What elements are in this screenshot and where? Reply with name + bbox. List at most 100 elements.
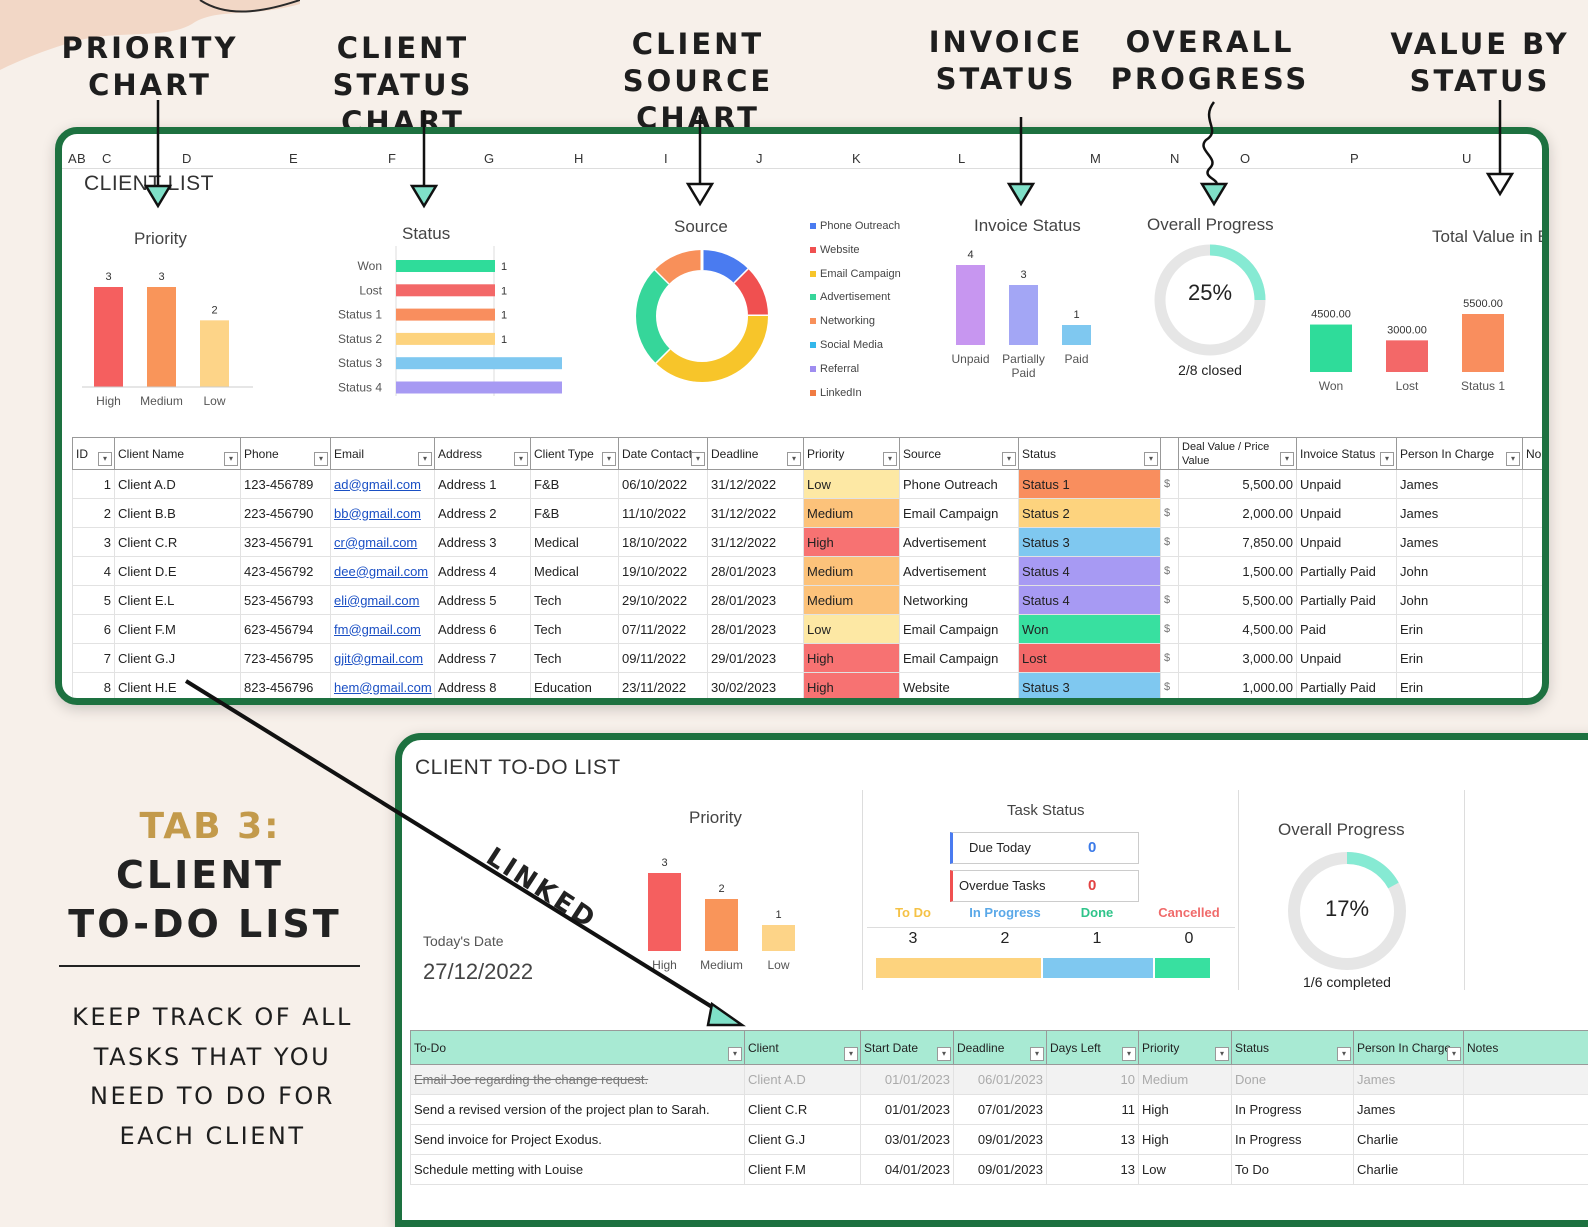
email-link[interactable]: bb@gmail.com	[334, 506, 421, 521]
todo-cell-status[interactable]: Done	[1232, 1065, 1354, 1095]
cell-priority[interactable]: High	[804, 644, 900, 673]
cell-source[interactable]: Email Campaign	[900, 644, 1019, 673]
cell-type[interactable]: F&B	[531, 499, 619, 528]
cell-contact[interactable]: 09/11/2022	[619, 644, 708, 673]
column-header[interactable]	[1161, 438, 1179, 470]
filter-dropdown-icon[interactable]: ▾	[1215, 1047, 1229, 1061]
todo-row[interactable]: Email Joe regarding the change request.C…	[411, 1065, 1588, 1095]
todo-column-header[interactable]: Start Date▾	[861, 1031, 954, 1065]
cell-contact[interactable]: 29/10/2022	[619, 586, 708, 615]
cell-name[interactable]: Client G.J	[115, 644, 241, 673]
todo-cell-deadline[interactable]: 07/01/2023	[954, 1095, 1047, 1125]
todo-column-header[interactable]: Priority▾	[1139, 1031, 1232, 1065]
cell-address[interactable]: Address 4	[435, 557, 531, 586]
cell-name[interactable]: Client B.B	[115, 499, 241, 528]
cell-value[interactable]: 5,500.00	[1179, 586, 1297, 615]
cell-invoice[interactable]: Unpaid	[1297, 499, 1397, 528]
cell-invoice[interactable]: Partially Paid	[1297, 557, 1397, 586]
cell-source[interactable]: Advertisement	[900, 528, 1019, 557]
todo-column-header[interactable]: Status▾	[1232, 1031, 1354, 1065]
cell-invoice[interactable]: Partially Paid	[1297, 673, 1397, 702]
cell-status[interactable]: Status 3	[1019, 673, 1161, 702]
todo-row[interactable]: Send a revised version of the project pl…	[411, 1095, 1588, 1125]
cell-invoice[interactable]: Unpaid	[1297, 528, 1397, 557]
filter-dropdown-icon[interactable]: ▾	[314, 452, 328, 466]
cell-cur[interactable]: $	[1161, 470, 1179, 499]
cell-email[interactable]: gjit@gmail.com	[331, 644, 435, 673]
todo-cell-days[interactable]: 13	[1047, 1125, 1139, 1155]
cell-priority[interactable]: High	[804, 673, 900, 702]
cell-value[interactable]: 3,000.00	[1179, 644, 1297, 673]
column-header[interactable]: Address▾	[435, 438, 531, 470]
email-link[interactable]: ad@gmail.com	[334, 477, 421, 492]
cell-status[interactable]: Status 1	[1019, 470, 1161, 499]
todo-cell-person[interactable]: James	[1354, 1095, 1464, 1125]
column-header[interactable]: Priority▾	[804, 438, 900, 470]
cell-deadline[interactable]: 28/01/2023	[708, 615, 804, 644]
cell-cur[interactable]: $	[1161, 499, 1179, 528]
cell-priority[interactable]: Low	[804, 615, 900, 644]
cell-phone[interactable]: 323-456791	[241, 528, 331, 557]
todo-cell-priority[interactable]: Medium	[1139, 1065, 1232, 1095]
cell-type[interactable]: F&B	[531, 470, 619, 499]
filter-dropdown-icon[interactable]: ▾	[1447, 1047, 1461, 1061]
filter-dropdown-icon[interactable]: ▾	[514, 452, 528, 466]
cell-source[interactable]: Phone Outreach	[900, 470, 1019, 499]
cell-address[interactable]: Address 3	[435, 528, 531, 557]
email-link[interactable]: fm@gmail.com	[334, 622, 421, 637]
todo-column-header[interactable]: Client▾	[745, 1031, 861, 1065]
cell-source[interactable]: Networking	[900, 586, 1019, 615]
cell-status[interactable]: Lost	[1019, 644, 1161, 673]
cell-notes[interactable]	[1523, 470, 1550, 499]
cell-value[interactable]: 5,500.00	[1179, 470, 1297, 499]
filter-dropdown-icon[interactable]: ▾	[883, 452, 897, 466]
column-header[interactable]: Phone▾	[241, 438, 331, 470]
cell-name[interactable]: Client A.D	[115, 470, 241, 499]
todo-cell-client[interactable]: Client G.J	[745, 1125, 861, 1155]
cell-id[interactable]: 2	[73, 499, 115, 528]
todo-cell-days[interactable]: 11	[1047, 1095, 1139, 1125]
cell-name[interactable]: Client H.E	[115, 673, 241, 702]
todo-cell-start[interactable]: 04/01/2023	[861, 1155, 954, 1185]
filter-dropdown-icon[interactable]: ▾	[602, 452, 616, 466]
cell-status[interactable]: Status 4	[1019, 557, 1161, 586]
todo-cell-priority[interactable]: High	[1139, 1095, 1232, 1125]
cell-invoice[interactable]: Unpaid	[1297, 644, 1397, 673]
todo-cell-deadline[interactable]: 06/01/2023	[954, 1065, 1047, 1095]
filter-dropdown-icon[interactable]: ▾	[1002, 452, 1016, 466]
cell-deadline[interactable]: 30/02/2023	[708, 673, 804, 702]
column-header[interactable]: Email▾	[331, 438, 435, 470]
cell-id[interactable]: 7	[73, 644, 115, 673]
cell-id[interactable]: 4	[73, 557, 115, 586]
cell-type[interactable]: Tech	[531, 586, 619, 615]
cell-status[interactable]: Status 3	[1019, 528, 1161, 557]
cell-email[interactable]: ad@gmail.com	[331, 470, 435, 499]
cell-cur[interactable]: $	[1161, 615, 1179, 644]
cell-name[interactable]: Client C.R	[115, 528, 241, 557]
cell-priority[interactable]: Medium	[804, 557, 900, 586]
filter-dropdown-icon[interactable]: ▾	[1122, 1047, 1136, 1061]
todo-cell-todo[interactable]: Schedule metting with Louise	[411, 1155, 745, 1185]
cell-phone[interactable]: 523-456793	[241, 586, 331, 615]
cell-status[interactable]: Status 4	[1019, 586, 1161, 615]
cell-cur[interactable]: $	[1161, 557, 1179, 586]
cell-status[interactable]: Status 2	[1019, 499, 1161, 528]
column-header[interactable]: Person In Charge▾	[1397, 438, 1523, 470]
cell-person[interactable]: John	[1397, 586, 1523, 615]
cell-notes[interactable]	[1523, 586, 1550, 615]
todo-cell-notes[interactable]	[1464, 1125, 1588, 1155]
cell-contact[interactable]: 07/11/2022	[619, 615, 708, 644]
cell-notes[interactable]	[1523, 528, 1550, 557]
cell-priority[interactable]: Medium	[804, 499, 900, 528]
cell-type[interactable]: Tech	[531, 615, 619, 644]
todo-cell-todo[interactable]: Send invoice for Project Exodus.	[411, 1125, 745, 1155]
todo-cell-days[interactable]: 13	[1047, 1155, 1139, 1185]
cell-phone[interactable]: 723-456795	[241, 644, 331, 673]
cell-value[interactable]: 2,000.00	[1179, 499, 1297, 528]
cell-address[interactable]: Address 7	[435, 644, 531, 673]
